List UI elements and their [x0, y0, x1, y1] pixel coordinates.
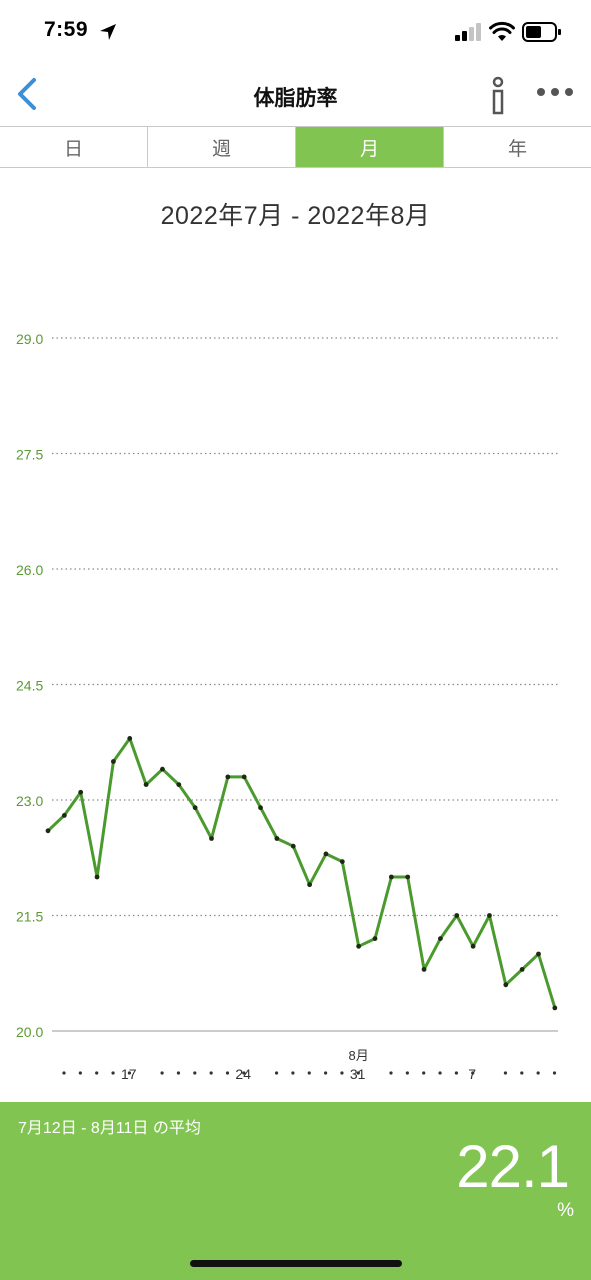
- data-point: [160, 766, 165, 772]
- data-point: [438, 936, 443, 941]
- average-unit: %: [557, 1200, 574, 1221]
- navigation-bar: 体脂肪率: [0, 64, 591, 126]
- data-point: [339, 859, 345, 864]
- x-tick-label: 24: [235, 1066, 251, 1082]
- x-day-dot: [209, 1071, 213, 1075]
- data-point: [225, 774, 231, 780]
- data-point: [356, 943, 362, 949]
- data-point: [258, 805, 263, 811]
- x-day-dot: [340, 1071, 344, 1075]
- tab-year[interactable]: 年: [507, 138, 527, 160]
- data-point: [470, 943, 476, 949]
- x-day-dot: [193, 1071, 197, 1075]
- period-tabs: 日 週 月 年: [0, 126, 591, 168]
- data-point: [274, 836, 280, 841]
- x-day-dot: [389, 1071, 393, 1075]
- data-point: [45, 828, 51, 834]
- data-point: [388, 874, 394, 880]
- data-point: [487, 913, 492, 918]
- page-title: 体脂肪率: [253, 87, 338, 110]
- x-day-dot: [160, 1071, 164, 1075]
- data-point: [176, 782, 182, 787]
- body-fat-line-chart[interactable]: 20.0 21.5 23.0 24.5 26.0 27.5 29.0 17 24 31 7 8月: [0, 300, 591, 1100]
- x-day-dot: [438, 1071, 442, 1075]
- average-period-label: 7月12日 - 8月11日 の平均: [18, 1120, 201, 1137]
- date-range-title: 2022年7月 - 2022年8月: [160, 202, 431, 230]
- x-day-dot: [225, 1071, 230, 1075]
- series-line: [46, 736, 557, 1010]
- status-time: 7:59: [44, 18, 89, 41]
- tab-month[interactable]: 月: [296, 127, 444, 167]
- x-day-dot: [127, 1071, 131, 1075]
- x-day-dot: [503, 1071, 508, 1075]
- x-day-dot: [405, 1071, 409, 1075]
- x-day-dot: [242, 1071, 246, 1075]
- data-point: [241, 774, 247, 780]
- data-point: [536, 951, 541, 957]
- home-indicator: [190, 1260, 402, 1267]
- data-point: [192, 805, 198, 811]
- data-point: [323, 851, 329, 857]
- data-point: [552, 1005, 558, 1011]
- x-day-dot: [78, 1071, 82, 1075]
- y-tick-label: 20.0: [16, 1024, 43, 1040]
- data-point: [372, 936, 378, 941]
- x-tick-label: 31: [350, 1066, 366, 1082]
- x-day-dot: [356, 1071, 360, 1075]
- x-day-dot: [471, 1071, 475, 1075]
- data-point: [78, 789, 84, 795]
- data-point: [61, 813, 67, 818]
- x-day-dot: [111, 1071, 115, 1075]
- data-point: [405, 874, 411, 880]
- tab-day[interactable]: 日: [0, 127, 148, 167]
- x-day-dot: [454, 1071, 458, 1075]
- y-tick-label: 29.0: [16, 331, 43, 347]
- x-day-dot: [95, 1071, 99, 1075]
- data-point: [209, 836, 214, 841]
- y-tick-label: 24.5: [16, 678, 43, 694]
- data-point: [143, 782, 149, 787]
- average-value: 22.1: [456, 1133, 570, 1200]
- data-point: [519, 967, 525, 972]
- y-tick-label: 27.5: [16, 447, 43, 463]
- data-point: [290, 843, 296, 849]
- info-icon[interactable]: [484, 72, 512, 118]
- x-day-dot: [552, 1071, 557, 1075]
- data-point: [307, 882, 312, 888]
- data-point: [111, 759, 116, 764]
- x-day-dot: [176, 1071, 181, 1075]
- x-day-dot: [274, 1071, 279, 1075]
- tab-week[interactable]: 週: [148, 127, 296, 167]
- more-options-icon[interactable]: [534, 80, 576, 104]
- back-chevron-icon[interactable]: [10, 72, 46, 116]
- cellular-signal-icon: [455, 23, 481, 41]
- data-point: [127, 736, 133, 741]
- x-day-dot: [307, 1071, 311, 1075]
- x-day-dot: [62, 1071, 66, 1075]
- data-point: [421, 967, 427, 972]
- status-bar: 7:59: [0, 0, 591, 64]
- x-day-dot: [291, 1071, 295, 1075]
- x-tick-label: 17: [121, 1066, 137, 1082]
- x-day-dot: [536, 1071, 540, 1075]
- wifi-icon: [489, 21, 515, 41]
- data-point: [94, 874, 100, 880]
- data-point: [503, 982, 509, 988]
- average-summary-panel: 7月12日 - 8月11日 の平均 22.1 %: [0, 1102, 591, 1280]
- x-day-dot: [324, 1071, 328, 1075]
- data-point: [454, 913, 460, 918]
- y-tick-label: 26.0: [16, 562, 43, 578]
- battery-icon: [522, 22, 561, 42]
- y-tick-label: 21.5: [16, 909, 43, 925]
- location-arrow-icon: [100, 24, 116, 40]
- y-tick-label: 23.0: [16, 793, 43, 809]
- x-day-dot: [520, 1071, 524, 1075]
- x-day-dot: [422, 1071, 426, 1075]
- month-marker-label: 8月: [349, 1048, 369, 1063]
- x-tick-label: 7: [468, 1066, 476, 1082]
